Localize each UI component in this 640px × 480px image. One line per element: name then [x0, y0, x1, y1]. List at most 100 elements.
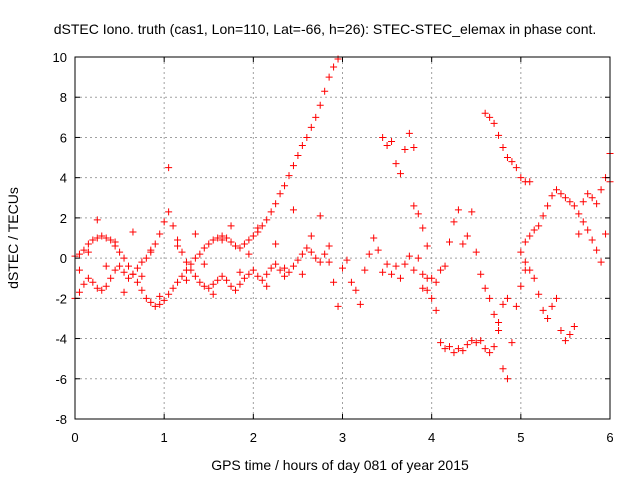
data-point	[383, 141, 391, 149]
data-point	[165, 164, 173, 172]
data-point	[75, 288, 83, 296]
data-point	[289, 262, 297, 270]
data-point	[597, 186, 605, 194]
data-point	[249, 232, 257, 240]
data-point	[223, 234, 231, 242]
data-point	[232, 242, 239, 250]
data-point	[120, 288, 128, 296]
data-point	[263, 270, 271, 278]
data-point	[557, 327, 565, 335]
data-point	[281, 264, 289, 272]
data-point	[499, 365, 507, 373]
data-point	[240, 240, 248, 248]
y-tick-label: -4	[55, 332, 67, 347]
data-point	[151, 240, 159, 248]
data-point	[156, 300, 164, 308]
data-point	[396, 274, 404, 282]
data-point	[530, 274, 538, 282]
data-point	[437, 339, 445, 347]
x-tick-label: 0	[71, 430, 78, 445]
data-point	[579, 218, 587, 226]
data-point	[272, 240, 280, 248]
data-point	[111, 238, 119, 246]
x-axis-label: GPS time / hours of day 081 of year 2015	[211, 457, 469, 473]
data-point	[209, 290, 217, 298]
data-point	[80, 280, 88, 288]
data-point	[441, 345, 449, 353]
data-point	[298, 250, 306, 258]
data-points	[71, 55, 614, 383]
data-point	[84, 274, 92, 282]
data-point	[240, 274, 248, 282]
data-point	[249, 266, 257, 274]
y-axis: -8 -6 -4 -2 0 2 4 6 8 10	[53, 50, 610, 427]
data-point	[196, 250, 204, 258]
data-point	[379, 133, 387, 141]
y-tick-label: 8	[60, 90, 67, 105]
data-point	[125, 262, 132, 270]
data-point	[383, 260, 391, 268]
data-point	[423, 286, 431, 294]
data-point	[200, 260, 208, 268]
data-point	[535, 290, 543, 298]
data-point	[133, 264, 141, 272]
data-point	[125, 274, 132, 282]
data-point	[410, 266, 418, 274]
data-point	[182, 258, 190, 266]
data-point	[138, 258, 146, 266]
data-point	[548, 192, 556, 200]
data-point	[214, 234, 222, 242]
data-point	[575, 210, 583, 218]
data-point	[593, 246, 601, 254]
data-point	[276, 190, 284, 198]
x-tick-label: 4	[428, 430, 435, 445]
data-point	[526, 266, 534, 274]
data-point	[102, 262, 110, 270]
data-point	[517, 248, 525, 256]
data-point	[486, 349, 494, 357]
data-point	[191, 272, 199, 280]
data-point	[236, 280, 244, 288]
data-point	[486, 294, 494, 302]
data-point	[588, 236, 596, 244]
y-axis-label: dSTEC / TECUs	[5, 187, 21, 289]
data-point	[272, 260, 280, 268]
data-point	[182, 276, 190, 284]
data-point	[98, 232, 106, 240]
data-point	[561, 337, 569, 345]
data-point	[468, 208, 476, 216]
data-point	[245, 250, 253, 258]
data-point	[553, 294, 560, 302]
data-point	[334, 302, 342, 310]
data-point	[477, 270, 485, 278]
data-point	[294, 256, 302, 264]
data-point	[187, 260, 195, 268]
data-point	[401, 260, 409, 268]
data-point	[120, 268, 128, 276]
x-tick-label: 2	[250, 430, 257, 445]
data-point	[160, 296, 168, 304]
x-tick-label: 6	[606, 430, 613, 445]
data-point	[490, 343, 498, 351]
data-point	[281, 272, 289, 280]
data-point	[98, 286, 106, 294]
data-point	[165, 208, 173, 216]
data-point	[84, 248, 92, 256]
data-point	[129, 270, 137, 278]
data-point	[303, 133, 311, 141]
data-point	[356, 300, 364, 308]
y-tick-label: 0	[60, 251, 67, 266]
data-point	[463, 232, 471, 240]
data-point	[428, 274, 436, 282]
data-point	[142, 294, 150, 302]
data-point	[174, 278, 182, 286]
data-point	[307, 123, 315, 131]
data-point	[419, 284, 427, 292]
data-point	[521, 258, 529, 266]
data-point	[156, 292, 164, 300]
data-point	[325, 73, 333, 81]
data-point	[147, 246, 155, 254]
data-point	[285, 172, 293, 180]
data-point	[584, 226, 592, 234]
data-point	[316, 212, 324, 220]
